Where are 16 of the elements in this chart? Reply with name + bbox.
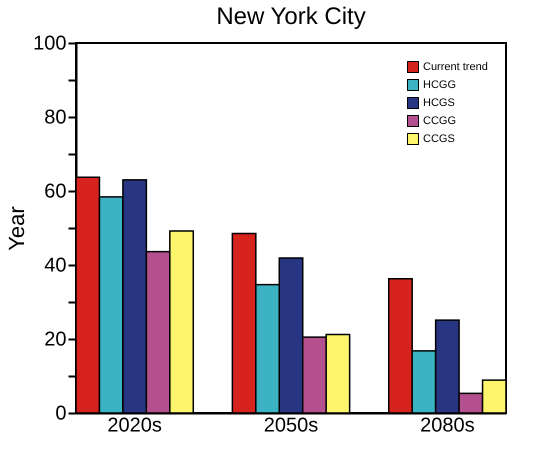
y-tick-label: 40 [44, 254, 66, 276]
x-tick-label: 2020s [107, 414, 162, 436]
legend-label: HCGS [423, 97, 455, 109]
y-tick-label: 80 [44, 106, 66, 128]
legend-label: CCGS [423, 133, 455, 145]
legend-label: HCGG [423, 79, 456, 91]
y-tick-label: 0 [55, 402, 66, 424]
x-tick-label: 2050s [264, 414, 318, 436]
y-tick-label: 60 [44, 180, 66, 202]
y-tick-label: 100 [33, 32, 66, 54]
y-tick-label: 20 [44, 328, 66, 350]
legend-label: CCGG [423, 115, 456, 127]
chart-title: New York City [216, 3, 366, 30]
y-axis-title: Year [4, 206, 30, 251]
legend-label: Current trend [423, 61, 488, 73]
x-tick-label: 2080s [420, 414, 475, 436]
